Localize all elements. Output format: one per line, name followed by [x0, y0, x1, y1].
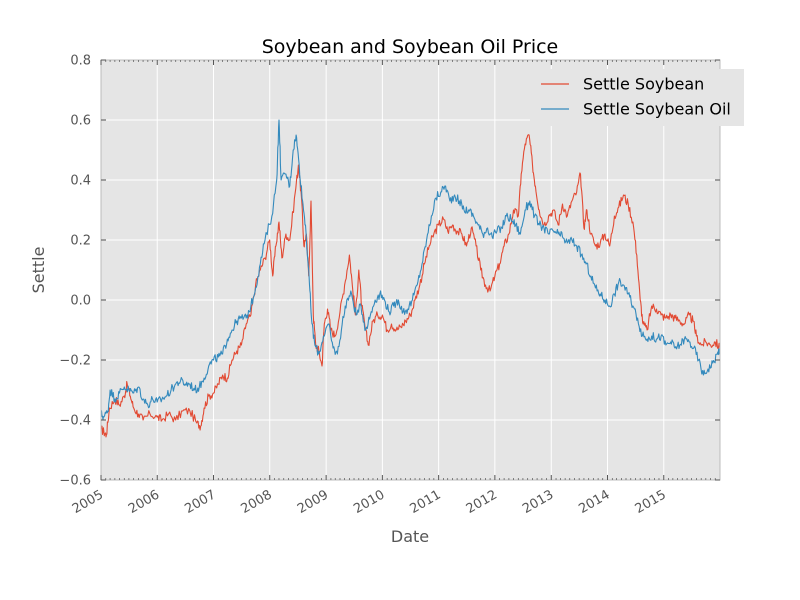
series-line-settle-soybean: [100, 134, 721, 438]
y-tick-label: −0.2: [59, 354, 91, 369]
y-tick-label: 0.4: [70, 174, 91, 189]
axes: [100, 59, 721, 481]
y-axis-label: Settle: [29, 247, 48, 294]
legend: Settle Soybean Settle Soybean Oil: [530, 69, 744, 126]
x-tick-label: 2008: [239, 487, 275, 517]
x-tick-label: 2015: [633, 487, 669, 517]
x-tick-label: 2010: [351, 487, 387, 517]
chart-title: Soybean and Soybean Oil Price: [262, 36, 559, 58]
x-tick-label: 2006: [126, 487, 162, 517]
y-tick-label: −0.6: [59, 474, 91, 489]
x-tick-label: 2005: [70, 487, 106, 517]
legend-label: Settle Soybean Oil: [583, 100, 731, 119]
series-line-settle-soybean-oil: [100, 119, 721, 421]
x-tick-label: 2007: [182, 487, 218, 517]
y-tick-label: 0.8: [70, 54, 91, 69]
x-tick-label: 2011: [407, 487, 443, 517]
legend-label: Settle Soybean: [583, 75, 704, 94]
x-tick-label: 2013: [520, 487, 556, 517]
x-tick-label: 2014: [576, 487, 612, 517]
series-layer: [100, 119, 721, 438]
x-tick-label: 2009: [295, 487, 331, 517]
y-tick-label: 0.6: [70, 114, 91, 129]
y-tick-label: 0.0: [70, 294, 91, 309]
y-tick-label: −0.4: [59, 414, 91, 429]
x-axis-label: Date: [391, 527, 429, 546]
y-tick-label: 0.2: [70, 234, 91, 249]
legend-box: [530, 69, 744, 126]
x-tick-label: 2012: [464, 487, 500, 517]
